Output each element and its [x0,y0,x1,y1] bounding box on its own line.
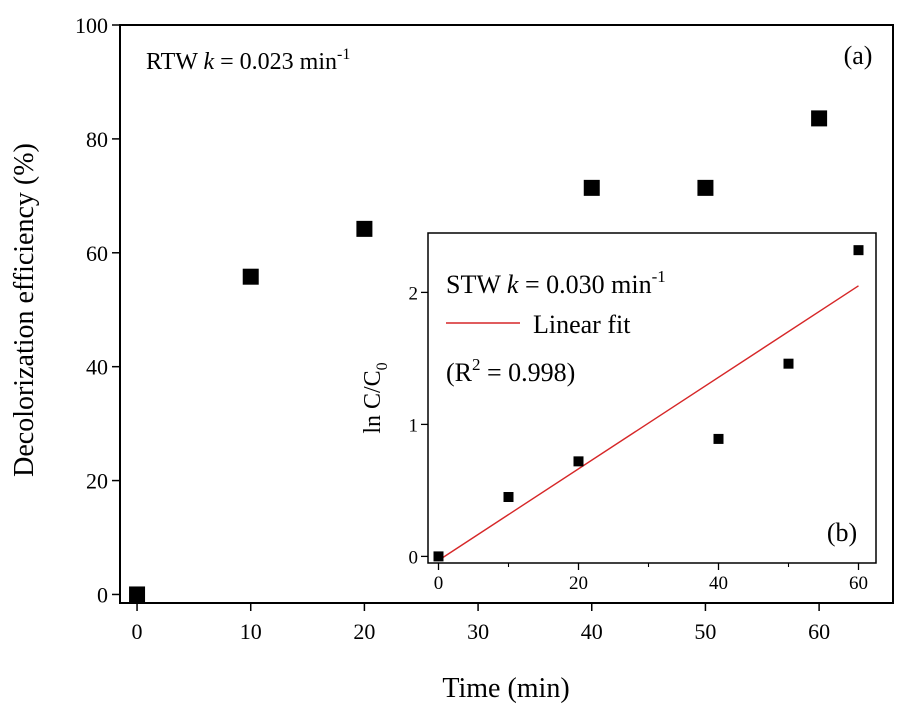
main-data-point [697,179,714,196]
main-y-axis-label: Decolorization efficiency (%) [9,143,40,477]
main-y-tick-label: 40 [86,355,108,380]
main-x-tick-label: 30 [467,619,489,644]
inset-x-ticks: 0 20 40 60 [434,563,868,594]
inset-y-ticks: 0 1 2 [409,283,428,568]
main-x-ticks: 0 10 20 30 40 50 60 [132,603,830,644]
main-y-tick-label: 80 [86,127,108,152]
inset-fit-line [438,285,859,561]
main-data-point [129,586,146,603]
main-y-tick-label: 60 [86,241,108,266]
main-points [129,110,828,603]
inset-x-tick-label: 60 [849,573,868,594]
inset-plot-frame [427,232,877,564]
main-data-point [356,220,373,237]
main-data-point [811,110,828,127]
main-rate-value: = 0.023 min [214,49,337,75]
inset-points [433,245,864,562]
main-plot-frame [119,24,894,604]
main-y-tick-label: 100 [75,13,108,38]
main-x-tick-label: 20 [353,619,375,644]
inset-data-point [853,245,864,256]
inset-rate-annotation: STW k = 0.030 min-1 [446,267,666,299]
main-rate-k: k [203,49,214,75]
inset-r2-exponent: 2 [472,355,481,374]
main-data-point [583,179,600,196]
inset-panel-label: (b) [827,518,857,547]
main-rate-annotation: RTW k = 0.023 min-1 [146,46,350,75]
legend-fit-label: Linear fit [533,310,631,339]
inset-y-tick-label: 1 [409,415,419,436]
inset-y-label-main: ln C/C [360,370,386,433]
main-data-point [242,268,259,285]
inset-rate-prefix: STW [446,270,507,299]
inset-data-point [503,492,514,502]
inset-y-axis-label: ln C/C0 [360,362,391,433]
inset-y-tick-label: 0 [409,547,419,568]
main-x-tick-label: 10 [240,619,262,644]
inset-r2-annotation: (R2 = 0.998) [446,355,575,387]
inset-y-tick-label: 2 [409,283,419,304]
main-x-tick-label: 40 [581,619,603,644]
inset-data-point [433,551,444,562]
inset-panel: 0 20 40 60 012 ln C/C0 STW k = 0.030 min-1 … [360,232,877,594]
main-x-tick-label: 50 [694,619,716,644]
inset-background [428,233,876,563]
inset-r2-open: (R [446,358,473,387]
inset-x-tick-label: 0 [434,573,444,594]
main-y-tick-label: 0 [97,582,108,607]
inset-rate-exponent: -1 [652,267,666,286]
inset-rate-value: = 0.030 min [518,270,651,299]
main-y-tick-label: 20 [86,469,108,494]
inset-y-label-sub: 0 [374,362,391,370]
main-y-ticks: 0 20 40 60 80 100 [75,13,120,607]
inset-x-tick-label: 40 [709,573,728,594]
main-rate-prefix: RTW [146,49,203,75]
main-rate-exponent: -1 [337,46,350,63]
main-x-tick-label: 60 [808,619,830,644]
main-x-axis-label: Time (min) [442,673,569,704]
main-x-tick-label: 0 [132,619,143,644]
inset-x-tick-label: 20 [569,573,588,594]
inset-data-point [713,433,724,444]
inset-rate-k: k [507,270,519,299]
inset-data-point [783,358,794,369]
inset-r2-value: = 0.998) [481,358,576,387]
inset-data-point [573,456,584,467]
main-panel-label: (a) [844,41,873,70]
